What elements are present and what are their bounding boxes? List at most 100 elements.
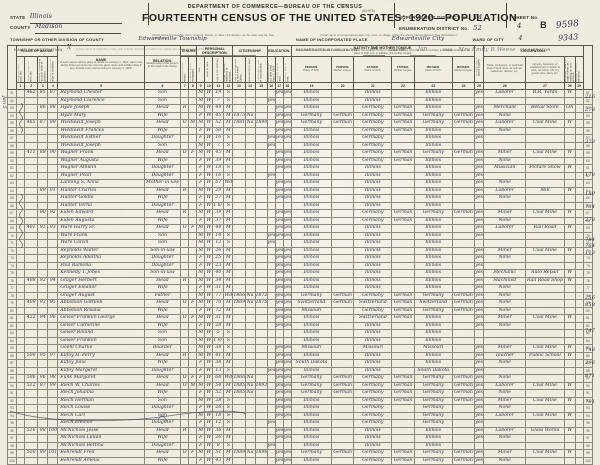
cell-f: 98 (47, 374, 59, 383)
cell-ra: W (204, 426, 214, 436)
cell-st (16, 366, 26, 376)
cell-pm: Germany (413, 404, 453, 413)
cell-sx: M (196, 449, 206, 458)
cell-tn (180, 321, 190, 331)
cell-rl: Daughter (143, 366, 182, 376)
cell-pb: Illinois (290, 89, 333, 98)
cell-tn (180, 126, 190, 136)
cell-in (525, 179, 565, 188)
cell-ag: 49 (212, 104, 225, 113)
cell-mg (188, 89, 198, 98)
cell-d (37, 254, 49, 263)
cell-h: 516 (24, 426, 39, 436)
cell-en: yes (474, 291, 485, 301)
line-number-right: 76 (582, 276, 594, 286)
cell-oc: None (483, 111, 527, 121)
cell-pm: Illinois (413, 156, 453, 166)
cell-fm (574, 224, 584, 233)
cell-oc: None (483, 456, 527, 465)
cell-sc (266, 381, 276, 391)
cell-im: 1881 (232, 119, 246, 128)
cell-in: Coal Mine (525, 246, 565, 256)
cell-ny: 1875 (254, 299, 268, 308)
cell-pb: Illinois (290, 276, 333, 286)
cell-d (37, 306, 49, 316)
cell-mg: F (188, 149, 198, 158)
cell-ra: W (204, 291, 214, 301)
line-number-left: 61 (6, 164, 18, 173)
cell-pm: Illinois (413, 314, 453, 323)
cell-rd: yes (274, 126, 284, 136)
cell-mt (331, 246, 355, 256)
cell-ag: 19 (212, 89, 225, 98)
cell-sx: M (196, 89, 206, 98)
cell-im (232, 351, 246, 361)
cell-st (16, 396, 26, 406)
cell-en: yes (474, 374, 485, 383)
cell-na (244, 396, 256, 406)
cell-wr: yes (282, 134, 292, 143)
cell-en: yes (474, 449, 485, 458)
cell-h (24, 441, 39, 451)
cell-sx: F (196, 216, 206, 226)
cell-im: 1885 (232, 389, 246, 398)
cell-tf (391, 329, 415, 338)
cell-h (24, 216, 39, 226)
cell-im (232, 141, 246, 151)
cell-en (474, 141, 485, 151)
cell-pm: Germany (413, 111, 453, 121)
cell-d (37, 246, 49, 256)
col-race: Color or race. (204, 56, 214, 84)
cell-nm: Kilfoy Margaret (57, 366, 145, 376)
cell-sx: F (196, 171, 206, 181)
cell-sc (266, 329, 276, 338)
cell-ny (254, 269, 268, 278)
cell-tm: German (451, 119, 476, 128)
cell-en: yes (474, 381, 485, 391)
line-number-left: 64 (6, 186, 18, 196)
cell-rl: Wife (143, 156, 182, 166)
cell-ra: W (204, 396, 214, 406)
cell-sx: M (196, 224, 206, 233)
cell-tm: German (451, 111, 476, 121)
cell-na (244, 141, 256, 151)
cell-ny (254, 396, 268, 406)
cell-wr: yes (282, 321, 292, 331)
cell-tf: German (391, 314, 415, 323)
cell-ra: W (204, 329, 214, 338)
cell-mt (331, 329, 355, 338)
cell-em (563, 404, 576, 413)
cell-oc: Miner (483, 449, 527, 458)
cell-tn (180, 359, 190, 368)
cell-fm (574, 336, 584, 346)
cell-pb: Illinois (290, 216, 333, 226)
cell-mg (188, 216, 198, 226)
cell-rd: yes (274, 351, 284, 361)
cell-fm (574, 156, 584, 166)
cell-pb: Illinois (290, 194, 333, 203)
cell-pm: Illinois (413, 164, 453, 173)
cell-f (47, 194, 59, 203)
cell-rl: Daughter (143, 254, 182, 263)
cell-pb: Missouri (290, 344, 333, 353)
cell-tn: O (180, 314, 190, 323)
cell-rd: yes (274, 404, 284, 413)
cell-in: Rail Road (525, 224, 565, 233)
cell-tf: German (391, 396, 415, 406)
line-number-left: 56 (6, 126, 18, 136)
cell-na (244, 366, 256, 376)
cell-ag: 23 (212, 261, 225, 271)
cell-pf: Germany (353, 419, 393, 428)
cell-ag: 37 (212, 216, 225, 226)
cell-h (24, 201, 39, 211)
cell-f: 96 (47, 314, 59, 323)
cell-pm: Illinois (413, 351, 453, 361)
street-name-script (19, 193, 23, 249)
cell-tf (391, 284, 415, 293)
cell-pb: Illinois (290, 231, 333, 241)
cell-d (37, 126, 49, 136)
cell-mt (331, 171, 355, 181)
group-citizenship: CITIZENSHIP. (232, 44, 268, 58)
cell-tf (391, 141, 415, 151)
